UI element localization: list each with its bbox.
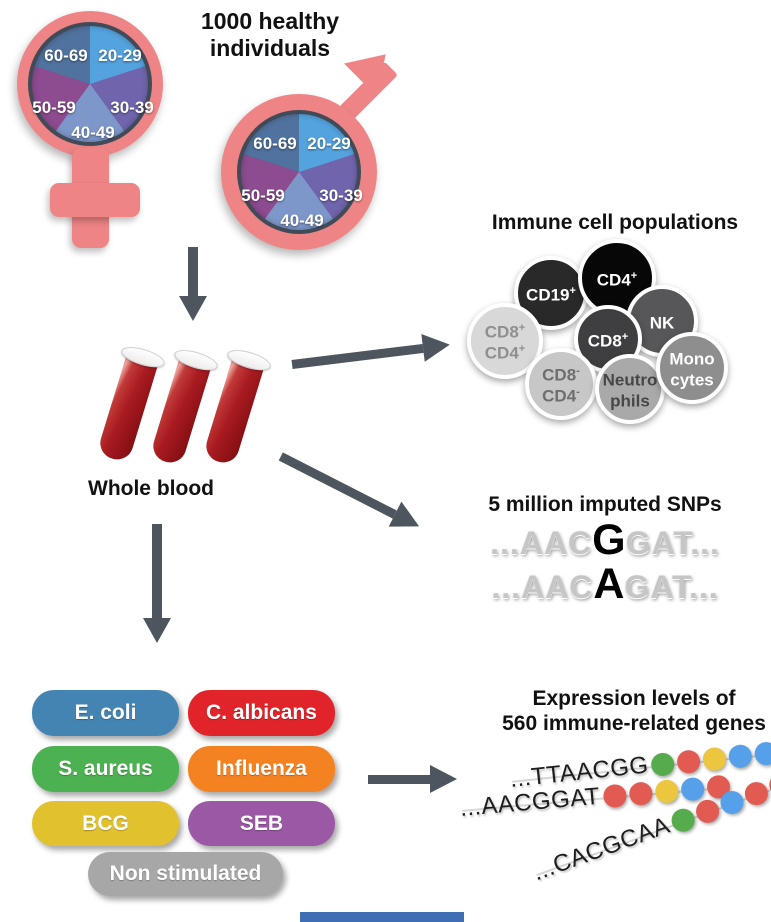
- pill-bcg: BCG: [32, 801, 179, 846]
- arrow-to-expression: [368, 765, 457, 793]
- pill-seb: SEB: [188, 801, 335, 846]
- gene-sequence: ...AACGGAT: [458, 782, 602, 822]
- bottom-blue-bar: [300, 912, 464, 922]
- age-slice-label: 40-49: [280, 211, 324, 230]
- arrow-to-snps: [275, 444, 426, 539]
- expression-dot: [753, 740, 771, 766]
- pill-influenza: Influenza: [188, 746, 335, 792]
- gene-sequence: ...CACGCAA: [529, 811, 674, 887]
- snps-title: 5 million imputed SNPs: [488, 493, 722, 516]
- expression-dot: [741, 778, 771, 808]
- age-slice-label: 50-59: [32, 98, 76, 117]
- expression-dot: [727, 743, 754, 769]
- blood-tube-1: [96, 342, 167, 464]
- age-slice-label: 30-39: [110, 98, 154, 117]
- age-slice-label: 20-29: [307, 134, 351, 153]
- expression-dot: [676, 748, 702, 774]
- age-slice-label: 60-69: [253, 134, 297, 153]
- page-title: 1000 healthy individuals: [200, 8, 340, 61]
- age-slice-label: 20-29: [98, 46, 142, 65]
- snp-sequence-ref: ...AACGGAT...: [490, 516, 720, 564]
- cell-cd4: CD4+: [578, 239, 656, 317]
- snp-variant-allele: A: [593, 560, 625, 608]
- expression-dot: [602, 783, 627, 808]
- age-slice-label: 30-39: [319, 186, 363, 205]
- snp-variant-allele: G: [592, 516, 626, 564]
- expression-dot: [667, 805, 698, 835]
- whole-blood-label: Whole blood: [88, 477, 214, 500]
- immune-cells-title: Immune cell populations: [491, 211, 739, 234]
- age-slice-label: 50-59: [241, 186, 285, 205]
- snp-sequence-alt: ...AACAGAT...: [491, 560, 719, 608]
- expression-dot: [627, 780, 653, 806]
- expression-dot: [653, 778, 679, 804]
- male-age-pie-chart: 20-29 30-39 40-49 50-59 60-69: [237, 110, 363, 234]
- age-slice-label: 40-49: [71, 123, 115, 142]
- cell-cd8neg-cd4neg: CD8- CD4-: [525, 348, 597, 420]
- female-age-pie-chart: 20-29 30-39 40-49 50-59 60-69: [28, 22, 154, 146]
- age-slice-label: 60-69: [44, 46, 88, 65]
- cell-neutrophils: Neutro phils: [595, 354, 665, 424]
- expression-dot: [650, 751, 676, 777]
- pill-calbicans: C. albicans: [188, 690, 335, 736]
- pill-ecoli: E. coli: [32, 690, 179, 736]
- expression-title: Expression levels of 560 immune-related …: [502, 687, 766, 735]
- expression-dot: [701, 745, 728, 772]
- cell-monocytes: Mono cytes: [656, 332, 728, 404]
- expression-dot: [692, 796, 722, 826]
- pill-saureus: S. aureus: [32, 746, 179, 792]
- arrow-to-immune-cells: [290, 330, 452, 378]
- expression-dot: [716, 787, 747, 817]
- pill-nonstim: Non stimulated: [88, 852, 283, 896]
- female-crossbar: [50, 183, 140, 217]
